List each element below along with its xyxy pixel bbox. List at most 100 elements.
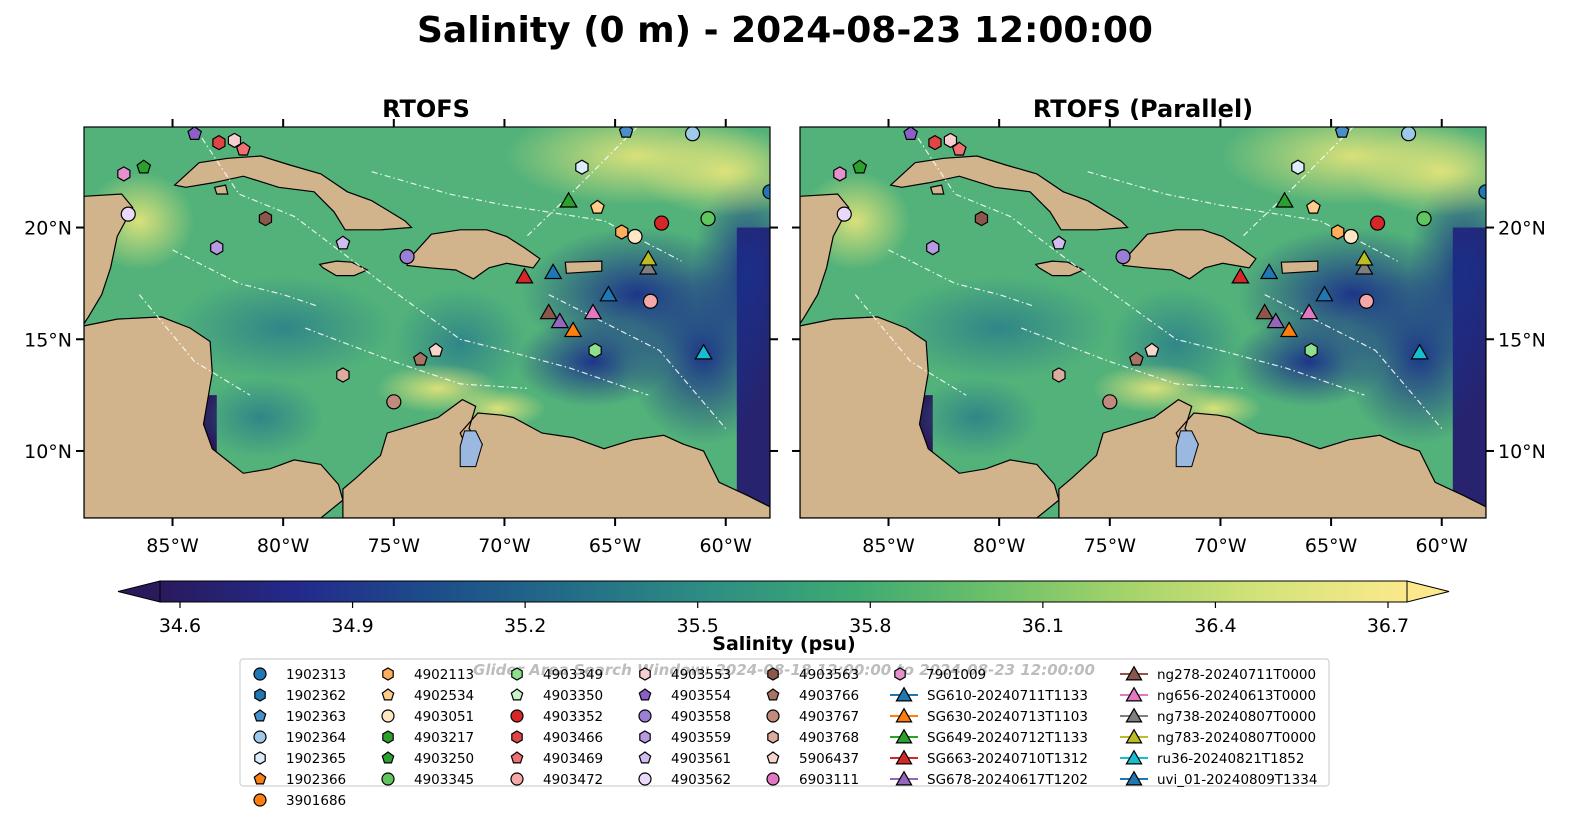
marker-7901009: [117, 166, 131, 182]
eez-boundary: [888, 249, 1033, 307]
legend-marker: [766, 751, 780, 764]
legend-marker: [254, 688, 266, 702]
marker-1902313: [1478, 184, 1486, 200]
marker-4903563: [974, 210, 989, 227]
marker-4903345: [1416, 211, 1432, 227]
legend-label: 7901009: [926, 667, 986, 683]
marker-4903766: [412, 351, 428, 366]
legend-label: 4903559: [671, 730, 731, 746]
land: [1280, 260, 1319, 274]
colorbar-max-extension: [1406, 580, 1450, 603]
legend-label: 1902366: [286, 772, 346, 788]
marker-4903472: [1358, 293, 1375, 309]
eez-boundary: [172, 249, 317, 307]
marker-4903558: [399, 248, 415, 265]
marker-4903563: [258, 210, 273, 227]
eez-boundary: [194, 127, 649, 396]
land: [1058, 398, 1486, 518]
map-panel-rtofs-parallel: 85°W 80°W 75°W 70°W 65°W 60°W 20°N 15°N 10°N: [792, 119, 1546, 557]
marker-4903768: [336, 367, 350, 383]
legend-marker: [253, 793, 267, 807]
marker-ng278-20240711T0000: [1255, 303, 1274, 320]
x-tick-label: 70°W: [478, 535, 531, 557]
land: [1122, 229, 1257, 280]
marker-4902113: [615, 224, 629, 240]
marker-ng656-20240613T0000: [1299, 303, 1319, 320]
legend-label: 5906437: [799, 751, 859, 767]
colorbar-tick-label: 35.8: [849, 615, 891, 637]
panel-title-rtofs: RTOFS: [382, 95, 470, 123]
marker-4903345: [700, 211, 716, 227]
marker-4903472: [642, 293, 659, 309]
marker-7901009: [833, 166, 847, 182]
marker-ng783-20240807T0000: [1355, 249, 1374, 266]
map-frame: [83, 126, 771, 519]
legend-label: SG678-20240617T1202: [927, 772, 1088, 788]
legend-label: 4903350: [543, 688, 603, 704]
marker-SG649-20240712T1133: [559, 191, 578, 208]
marker-ng656-20240613T0000: [583, 303, 603, 320]
marker-4903561: [335, 235, 351, 250]
legend-marker: [638, 751, 652, 764]
legend-marker: [1125, 665, 1143, 681]
x-tick-label: 60°W: [1416, 535, 1469, 557]
marker-4903466: [212, 134, 226, 151]
legend-marker: [894, 667, 906, 681]
marker-4903349: [1304, 342, 1318, 359]
legend-label: ng656-20240613T0000: [1157, 688, 1316, 704]
marker-1902365: [575, 159, 589, 175]
marker-uvi_01-20240809T1334: [599, 285, 618, 302]
legend-label: 1902365: [286, 751, 346, 767]
salinity-feature: [515, 316, 671, 407]
colorbar-label: Salinity (psu): [712, 633, 855, 655]
marker-uvi_01-20240809T1334: [1315, 285, 1334, 302]
legend-marker: [1125, 728, 1143, 744]
y-tick-label: 10°N: [1498, 441, 1546, 463]
x-tick-label: 70°W: [1194, 535, 1247, 557]
colorbar: 34.6 34.9 35.2 35.5 35.8 36.1 36.4 36.7 Salinit…: [117, 580, 1450, 655]
marker-1902363: [1334, 127, 1350, 138]
legend-marker: [766, 772, 780, 786]
legend-marker: [638, 709, 652, 723]
land: [406, 229, 541, 280]
salinity-feature: [637, 127, 770, 217]
legend-marker: [639, 730, 651, 744]
legend-label: 4903553: [671, 667, 731, 683]
y-tick-label: 15°N: [24, 329, 72, 351]
legend-marker: [382, 667, 394, 681]
eez-boundary: [910, 127, 1365, 396]
marker-4903558: [1115, 248, 1131, 265]
land: [800, 193, 850, 325]
watermark-text: Glider Area Search Window: 2024-08-18 12…: [473, 661, 1095, 679]
marker-ng738-20240807T0000: [1355, 258, 1374, 275]
marker-4903559: [210, 240, 224, 256]
colorbar-tick-label: 36.7: [1367, 615, 1409, 637]
marker-4903767: [386, 394, 402, 410]
legend-marker: [895, 707, 913, 723]
legend-label: 4903554: [671, 688, 731, 704]
legend-marker: [767, 667, 779, 681]
legend-marker: [253, 772, 267, 785]
marker-4903554: [903, 127, 919, 140]
marker-4903469: [951, 141, 967, 156]
legend-label: 4903766: [799, 688, 859, 704]
salinity-feature: [1231, 316, 1387, 407]
y-tick-label: 20°N: [1498, 218, 1546, 240]
x-tick-label: 80°W: [973, 535, 1026, 557]
colorbar-tick-label: 35.5: [677, 615, 719, 637]
legend-marker: [511, 730, 523, 744]
eez-boundary: [526, 127, 638, 237]
colorbar-tick-label: 36.1: [1022, 615, 1064, 637]
panel-title-rtofs-parallel: RTOFS (Parallel): [1033, 95, 1253, 123]
marker-SG610-20240711T1133: [543, 263, 563, 280]
legend-label: 1902362: [286, 688, 346, 704]
land: [1034, 260, 1085, 277]
land: [342, 398, 770, 518]
salinity-feature: [888, 276, 1110, 380]
legend-marker: [253, 667, 267, 681]
legend-marker: [381, 688, 395, 701]
x-tick-label: 75°W: [368, 535, 421, 557]
marker-4903349: [588, 342, 602, 359]
legend-marker: [895, 728, 913, 744]
eez-boundary: [138, 294, 251, 396]
